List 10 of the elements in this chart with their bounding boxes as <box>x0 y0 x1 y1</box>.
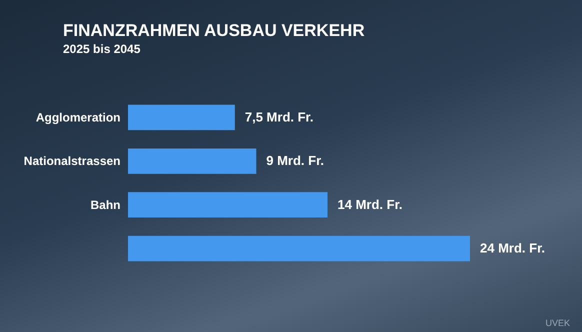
chart-subtitle: 2025 bis 2045 <box>63 42 141 56</box>
data-label: 24 Mrd. Fr. <box>480 240 546 256</box>
y-tick-label: Nationalstrassen <box>24 154 120 168</box>
data-label: 7,5 Mrd. Fr. <box>244 109 314 124</box>
y-tick-label: Agglomeration <box>36 110 120 124</box>
chart-title: FINANZRAHMEN AUSBAU VERKEHR <box>63 21 365 40</box>
y-tick-label: Bahn <box>90 198 120 212</box>
text: UVEK <box>545 318 570 328</box>
data-label: 14 Mrd. Fr. <box>338 196 403 212</box>
data-label: 9 Mrd. Fr. <box>266 153 324 168</box>
